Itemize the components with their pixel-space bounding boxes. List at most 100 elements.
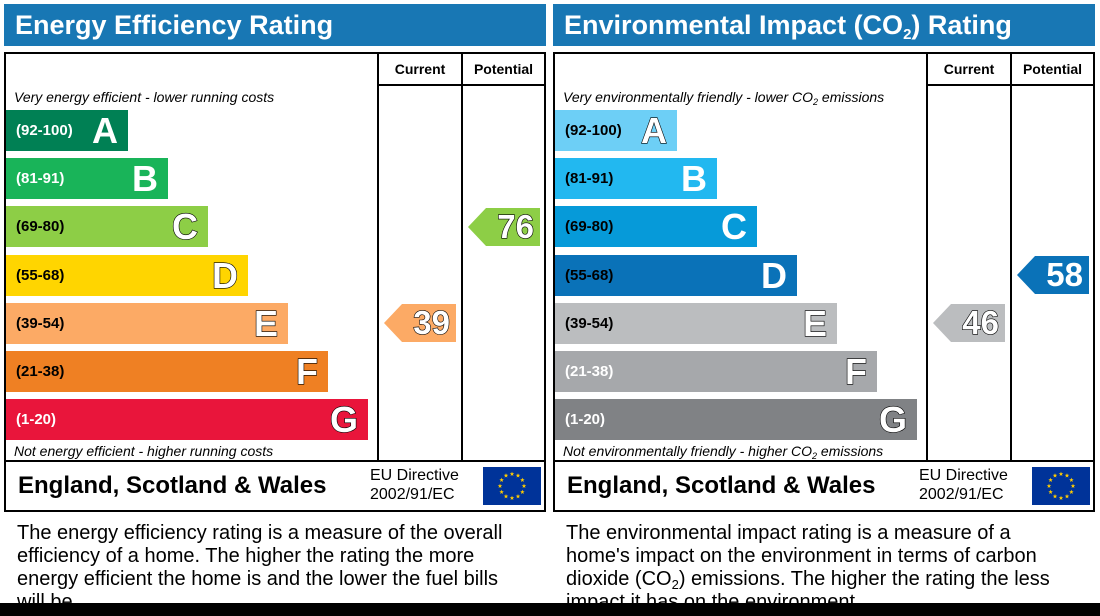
flag-star [503,493,509,499]
bottom-note: Not environmentally friendly - higher CO… [563,443,884,461]
band-range: (21-38) [16,363,65,380]
flag-star [499,477,504,482]
rating-band-c: (69-80) C [6,206,208,248]
bottom-note-subscript: 2 [812,451,818,461]
rating-band-a: (92-100) A [555,109,677,152]
current-rating-arrow: 46 [933,304,1005,343]
flag-star [521,483,527,488]
title-text-end: ) Rating [911,10,1012,40]
flag-star [497,483,503,488]
top-note: Very energy efficient - lower running co… [14,89,275,105]
band-range: (1-20) [565,411,606,429]
environmental-impact-panel: Environmental Impact (CO2) Rating Curren… [553,4,1095,616]
band-letter: D [211,254,238,296]
description-subscript: 2 [671,577,679,592]
environment-rating-table: Current Potential Very environmentally f… [553,52,1095,462]
arrow-shape [468,207,540,246]
flag-star [1069,489,1074,494]
band-letter: E [253,302,278,344]
arrow-shape [1017,256,1089,295]
flag-star [1058,471,1064,476]
band-range: (21-38) [565,363,614,380]
flag-star [515,493,521,499]
energy-rating-table: Current Potential Very energy efficient … [4,52,546,462]
flag-star [1048,477,1053,482]
header-divider [926,84,1093,86]
eu-flag-icon [483,467,541,505]
band-range: (92-100) [565,122,622,139]
potential-rating-value: 58 [1046,256,1083,294]
band-letter: F [844,350,867,392]
band-letter: C [721,206,747,248]
flag-star [1069,477,1074,482]
potential-rating-value: 76 [497,207,535,245]
band-letter: B [681,158,707,200]
flag-star [509,471,515,476]
rating-band-d: (55-68) D [555,254,797,296]
eu-directive: EU Directive 2002/91/EC [370,466,459,504]
band-range: (81-91) [16,170,65,188]
title-text: Environmental Impact (CO [564,10,904,40]
arrow-shape [384,304,456,343]
flag-star [515,473,521,478]
current-column-header: Current [943,61,995,77]
potential-rating-arrow: 58 [1017,256,1089,295]
flag-star [503,473,509,478]
band-letter: A [92,110,118,151]
energy-efficiency-title: Energy Efficiency Rating [4,4,546,46]
band-letter: C [171,206,198,248]
rating-band-f: (21-38) F [555,350,877,393]
flag-star [1064,493,1070,499]
current-rating-arrow: 39 [384,304,456,343]
flag-star [509,495,515,500]
arrow-polygon [468,207,540,246]
band-letter: B [132,158,158,200]
band-range: (55-68) [16,266,65,284]
eu-flag-icon [1032,467,1090,505]
flag-star [499,489,504,494]
bottom-note-text-end: emissions [817,443,884,459]
current-rating-value: 39 [413,304,451,342]
band-range: (55-68) [565,266,614,284]
directive-line1: EU Directive [370,467,459,484]
rating-band-c: (69-80) C [555,206,757,248]
energy-description: The energy efficiency rating is a measur… [17,522,503,613]
band-range: (39-54) [565,314,614,332]
column-divider [1010,54,1012,460]
band-letter: G [878,399,907,441]
band-range: (69-80) [565,218,614,236]
region-label: England, Scotland & Wales [18,472,327,499]
top-note: Very environmentally friendly - lower CO… [563,89,885,107]
rating-band-g: (1-20) G [555,399,917,441]
band-range: (81-91) [565,170,614,188]
directive-line1: EU Directive [919,467,1008,484]
arrow-polygon [1017,256,1089,295]
energy-footer: England, Scotland & Wales EU Directive 2… [4,460,546,512]
band-range: (92-100) [16,122,73,139]
rating-band-e: (39-54) E [6,302,288,344]
top-note-text: Very environmentally friendly - lower CO [563,89,814,105]
potential-column-header: Potential [473,61,534,77]
directive-line2: 2002/91/EC [919,486,1004,503]
rating-band-d: (55-68) D [6,254,248,296]
bottom-edge-strip [0,603,1100,616]
description-text: The environmental impact rating is a mea… [566,522,1037,590]
bottom-note-text: Not environmentally friendly - higher CO [563,443,812,459]
band-letter: D [761,254,787,296]
band-letter: E [802,302,827,344]
arrow-polygon [384,304,456,343]
directive-line2: 2002/91/EC [370,486,455,503]
flag-star [520,477,525,482]
band-letter: G [329,399,358,441]
arrow-shape [933,304,1005,343]
flag-star [1070,483,1076,488]
band-letter: A [640,109,667,151]
rating-band-e: (39-54) E [555,302,837,344]
top-note-text-end: emissions [818,89,885,105]
band-range: (39-54) [16,314,65,332]
rating-band-a: (92-100) A [6,110,128,151]
flag-star [520,489,525,494]
bottom-note: Not energy efficient - higher running co… [14,443,274,459]
environment-description: The environmental impact rating is a mea… [566,522,1076,614]
environmental-impact-title: Environmental Impact (CO2) Rating [553,4,1095,46]
